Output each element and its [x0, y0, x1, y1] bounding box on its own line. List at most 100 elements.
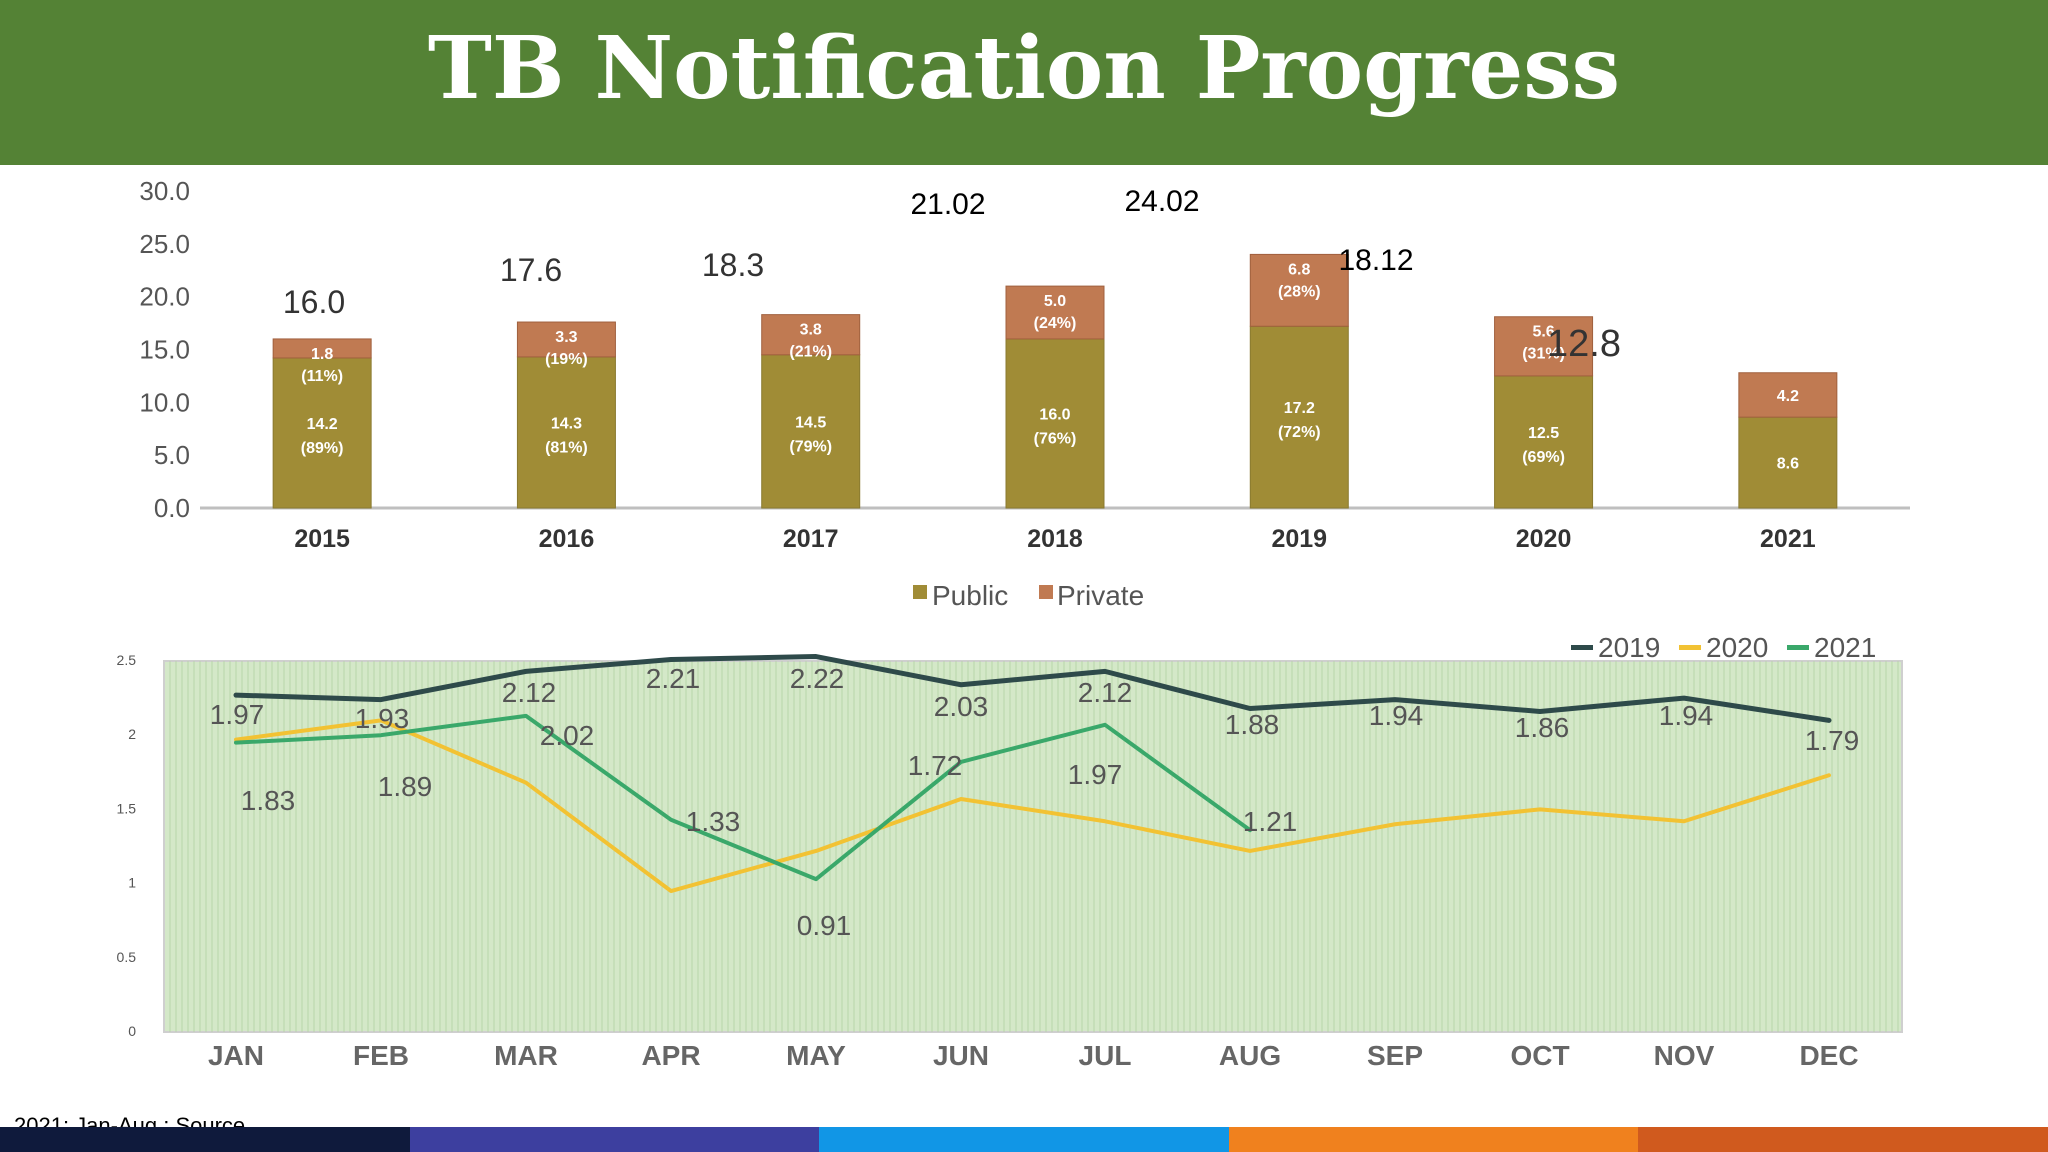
x-tick-label: FEB	[353, 1040, 409, 1071]
series-line-2020	[234, 718, 1831, 894]
legend-label-2019: 2019	[1598, 632, 1660, 663]
bottom-bar-segment	[409, 1127, 820, 1152]
data-label-2020: 1.83	[241, 785, 296, 816]
bar-public	[1249, 325, 1349, 509]
bar-private	[272, 338, 372, 359]
x-tick-label: AUG	[1219, 1040, 1281, 1071]
bar-private	[1738, 372, 1838, 418]
data-label-2019: 1.86	[1515, 712, 1570, 743]
legend-swatch-public	[913, 585, 927, 599]
bar-total-label: 16.0	[283, 284, 345, 320]
bar-public-value: 14.3	[551, 415, 582, 432]
bar-public	[761, 354, 861, 509]
legend-label-2021: 2021	[1814, 632, 1876, 663]
y-tick-label: 15.0	[139, 335, 190, 365]
x-tick-label: 2015	[294, 525, 350, 553]
bar-private-value: 3.3	[555, 329, 577, 346]
y-tick-label: 10.0	[139, 387, 190, 417]
data-label-2019: 2.22	[790, 663, 845, 694]
legend-swatch-2019	[1571, 645, 1593, 650]
legend-label-2020: 2020	[1706, 632, 1768, 663]
bar-public	[1738, 416, 1838, 509]
bar-total-label: 18.12	[1338, 244, 1413, 277]
bar-chart: 0.0 5.0 10.0 15.0 20.0 25.0 30.0 14.2 (89%) 1.8 (1…	[139, 176, 1910, 611]
data-label-2019: 2.12	[502, 677, 557, 708]
data-label-2019: 1.79	[1805, 725, 1860, 756]
x-tick-label: NOV	[1654, 1040, 1715, 1071]
bar-public	[516, 356, 616, 509]
bottom-bar-segment	[1228, 1127, 1639, 1152]
bar-total-label: 24.02	[1124, 185, 1199, 218]
x-tick-label: JUL	[1079, 1040, 1132, 1071]
data-label-2019: 1.97	[210, 699, 265, 730]
x-tick-label: OCT	[1510, 1040, 1569, 1071]
y-tick-label: 1.5	[117, 800, 137, 816]
y-tick-label: 5.0	[154, 440, 190, 470]
x-tick-label: DEC	[1799, 1040, 1858, 1071]
data-label-2019: 1.88	[1225, 709, 1280, 740]
bottom-color-bar	[0, 1127, 2048, 1152]
bottom-bar-segment	[1638, 1127, 2048, 1152]
y-tick-label: 0	[128, 1023, 136, 1039]
bar-private-pct: (11%)	[301, 368, 343, 385]
bar-private-pct: (19%)	[545, 351, 588, 368]
bar-public-pct: (69%)	[1522, 449, 1565, 466]
bar-private-value: 1.8	[311, 346, 333, 363]
x-tick-label: 2020	[1516, 525, 1572, 553]
bottom-bar-segment	[0, 1127, 410, 1152]
bar-private-pct: (31%)	[1522, 346, 1565, 363]
bar-total-label: 12.8	[1547, 323, 1621, 365]
data-label-2021: 1.72	[908, 750, 963, 781]
bar-private	[761, 314, 861, 356]
bar-public-value: 12.5	[1528, 425, 1559, 442]
data-label-2019: 1.94	[1369, 700, 1424, 731]
bar-private-pct: (24%)	[1034, 315, 1077, 332]
bar-public	[1494, 375, 1594, 509]
bar-private	[1249, 253, 1349, 327]
y-tick-label: 2.5	[117, 652, 137, 668]
legend-swatch-private	[1039, 585, 1053, 599]
legend-label-public: Public	[932, 580, 1008, 611]
page-title: TB Notification Progress	[427, 18, 1621, 119]
bottom-bar-segment	[819, 1127, 1229, 1152]
bar-public-value: 14.2	[307, 416, 338, 433]
data-label-2019: 2.03	[934, 691, 989, 722]
data-label-2021: 1.97	[1068, 759, 1123, 790]
data-label-2019: 1.94	[1659, 700, 1714, 731]
data-label-2021: 1.33	[686, 806, 741, 837]
data-label-2021: 1.93	[355, 703, 410, 734]
bar-private-value: 6.8	[1288, 261, 1310, 278]
y-tick-label: 0.5	[117, 949, 137, 965]
series-line-2021	[234, 713, 1252, 882]
title-banner: TB Notification Progress	[0, 0, 2048, 165]
bar-private	[1494, 316, 1594, 377]
x-tick-label: JUN	[933, 1040, 989, 1071]
bar-public-pct: (81%)	[545, 439, 588, 456]
legend-swatch-2020	[1679, 645, 1701, 650]
x-tick-label: MAY	[786, 1040, 846, 1071]
bar-private-value: 4.2	[1777, 388, 1799, 405]
series-line-2019	[233, 654, 1832, 723]
x-tick-label: 2019	[1271, 525, 1327, 553]
x-tick-label: 2016	[539, 525, 595, 553]
bar-total-label: 21.02	[910, 188, 985, 221]
bar-public	[1005, 338, 1105, 509]
bar-total-label: 17.6	[500, 252, 562, 288]
bar-public-pct: (72%)	[1278, 424, 1321, 441]
y-tick-label: 0.0	[154, 493, 190, 523]
x-tick-label: 2017	[783, 525, 839, 553]
y-tick-label: 2	[128, 726, 136, 742]
bar-private	[516, 321, 616, 358]
y-tick-label: 25.0	[139, 229, 190, 259]
bar-public-pct: (79%)	[789, 438, 832, 455]
x-tick-label: SEP	[1367, 1040, 1423, 1071]
bar-public-value: 8.6	[1777, 456, 1799, 473]
bar-private-value: 5.6	[1532, 324, 1554, 341]
x-tick-label: JAN	[208, 1040, 264, 1071]
bar-public-value: 14.5	[795, 414, 826, 431]
bar-public-value: 17.2	[1284, 400, 1315, 417]
data-label-2021: 0.91	[797, 910, 852, 941]
legend-swatch-2021	[1787, 645, 1809, 650]
data-label-2021: 1.21	[1243, 806, 1298, 837]
